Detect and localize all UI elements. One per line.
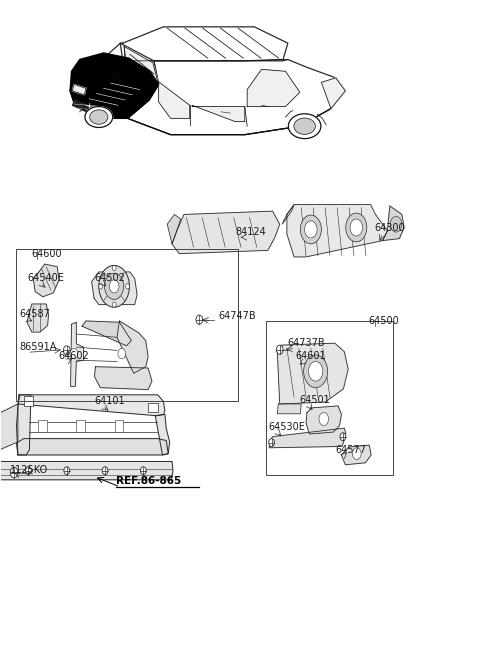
Polygon shape (16, 439, 168, 455)
Polygon shape (72, 84, 86, 95)
Polygon shape (71, 322, 84, 386)
Polygon shape (113, 74, 121, 82)
Text: 64501: 64501 (300, 394, 331, 405)
Polygon shape (18, 395, 165, 416)
Circle shape (352, 448, 361, 460)
Text: 64500: 64500 (368, 316, 399, 326)
Polygon shape (192, 105, 245, 122)
Polygon shape (167, 214, 180, 244)
Polygon shape (27, 304, 48, 332)
Text: 64587: 64587 (19, 309, 50, 319)
Polygon shape (306, 406, 341, 434)
Text: 64101: 64101 (94, 396, 125, 406)
Circle shape (112, 302, 116, 307)
Text: 64577: 64577 (336, 445, 367, 455)
Polygon shape (124, 47, 157, 96)
Bar (148, 403, 157, 413)
Text: 64300: 64300 (374, 223, 405, 233)
Circle shape (346, 213, 367, 242)
Circle shape (319, 413, 328, 426)
Circle shape (99, 265, 130, 307)
Ellipse shape (294, 118, 315, 134)
Circle shape (112, 265, 116, 271)
Polygon shape (120, 27, 288, 61)
Circle shape (390, 216, 402, 232)
Circle shape (196, 315, 203, 324)
Circle shape (141, 467, 146, 475)
Polygon shape (0, 404, 18, 450)
Ellipse shape (90, 110, 108, 124)
Text: 64502: 64502 (94, 273, 125, 283)
Circle shape (25, 467, 31, 475)
Text: 64530E: 64530E (269, 422, 306, 432)
Polygon shape (70, 43, 158, 119)
Text: 1125KO: 1125KO (10, 464, 48, 475)
Circle shape (109, 280, 119, 293)
Circle shape (304, 355, 327, 388)
Bar (16, 249, 238, 401)
Polygon shape (156, 415, 169, 455)
Circle shape (70, 348, 78, 359)
Polygon shape (33, 264, 59, 297)
Text: 86591A: 86591A (19, 343, 56, 352)
Circle shape (99, 284, 103, 289)
Polygon shape (383, 206, 404, 240)
Polygon shape (172, 211, 280, 253)
Ellipse shape (85, 107, 113, 128)
Ellipse shape (288, 114, 321, 139)
Circle shape (63, 346, 70, 355)
Polygon shape (70, 53, 158, 119)
Circle shape (340, 433, 346, 441)
Bar (266, 321, 393, 475)
Polygon shape (341, 445, 371, 465)
Polygon shape (92, 272, 137, 305)
Circle shape (276, 345, 283, 354)
Circle shape (126, 284, 130, 289)
Text: REF.86-865: REF.86-865 (116, 476, 181, 485)
Circle shape (350, 219, 362, 236)
Polygon shape (0, 462, 173, 480)
Polygon shape (128, 60, 345, 135)
Bar (24, 396, 33, 406)
Polygon shape (277, 343, 348, 404)
Bar (76, 421, 85, 432)
Polygon shape (322, 78, 345, 109)
Polygon shape (117, 321, 148, 373)
Polygon shape (95, 367, 152, 390)
Circle shape (269, 439, 275, 447)
Circle shape (309, 362, 323, 381)
Circle shape (105, 273, 124, 299)
Polygon shape (269, 428, 346, 448)
Text: 64601: 64601 (295, 352, 325, 362)
Polygon shape (158, 82, 190, 119)
Circle shape (10, 468, 18, 478)
Circle shape (64, 467, 70, 475)
Text: 64602: 64602 (58, 352, 89, 362)
Polygon shape (16, 395, 31, 455)
Bar (38, 421, 47, 432)
Circle shape (102, 467, 108, 475)
Circle shape (305, 221, 317, 238)
Bar (115, 421, 123, 432)
Circle shape (300, 215, 322, 244)
Polygon shape (72, 100, 106, 120)
Polygon shape (247, 69, 300, 107)
Text: 64600: 64600 (32, 249, 62, 259)
Text: 84124: 84124 (235, 227, 266, 237)
Polygon shape (287, 204, 387, 257)
Circle shape (118, 348, 126, 359)
Polygon shape (82, 321, 132, 346)
Text: 64540E: 64540E (27, 273, 64, 283)
Polygon shape (282, 204, 294, 224)
Polygon shape (277, 404, 301, 414)
Text: 64737B: 64737B (287, 339, 324, 348)
Text: 64747B: 64747B (218, 311, 256, 321)
